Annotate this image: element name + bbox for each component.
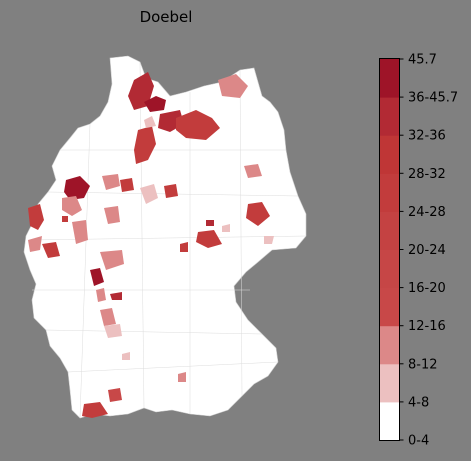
colorbar-tick-label: 28-32 (408, 167, 446, 182)
colorbar-bin (380, 135, 399, 174)
region-stuttgart (122, 352, 130, 360)
colorbar-tick-label: 8-12 (408, 357, 438, 372)
colorbar-bin (380, 173, 399, 212)
colorbar-tick-label: 16-20 (408, 281, 446, 296)
region-fulda (100, 250, 124, 270)
region-cologne (28, 236, 42, 252)
colorbar-bin (380, 249, 399, 289)
colorbar-bin (380, 287, 399, 327)
colorbar-bin (380, 325, 399, 365)
region-kiel (144, 96, 166, 112)
colorbar-bin (380, 363, 399, 403)
colorbar-bin (380, 211, 399, 250)
region-constance (82, 402, 108, 418)
region-kempten (108, 388, 122, 402)
colorbar-tick-label: 20-24 (408, 243, 446, 258)
region-mannheim (100, 308, 116, 326)
map-title: Doebel (139, 8, 193, 26)
region-munich (178, 372, 186, 382)
region-emsland (28, 204, 44, 230)
region-cottbus (244, 164, 262, 178)
region-chemnitz (222, 224, 230, 232)
district-highlights (28, 72, 274, 418)
region-sarland (206, 220, 214, 226)
colorbar-tick-label: 0-4 (408, 434, 429, 449)
region-hildesheim (120, 178, 134, 192)
region-karlsruhe (104, 324, 122, 338)
region-kassel (104, 206, 120, 224)
region-halle (180, 242, 188, 252)
region-bonn (42, 242, 60, 258)
region-bielefeld (102, 174, 120, 190)
colorbar-tick-label: 12-16 (408, 319, 446, 334)
region-gorlitz (264, 236, 274, 244)
region-wiesbaden (96, 288, 106, 302)
region-osnabruck (62, 196, 82, 216)
colorbar-bins (380, 59, 399, 441)
region-trier (62, 216, 68, 222)
region-rostock (176, 110, 220, 140)
region-frankfurt (90, 268, 104, 286)
colorbar-bin (380, 59, 399, 98)
region-leipzig (196, 230, 222, 248)
region-magdeburg (164, 184, 178, 198)
region-luneburg-small (144, 116, 156, 128)
colorbar-bin (380, 97, 399, 136)
region-dresden (246, 202, 270, 226)
region-vorpommern (218, 74, 248, 98)
colorbar-tick-label: 4-8 (408, 395, 429, 410)
region-goslar (140, 184, 158, 204)
colorbar-ticks: 0-4 4-8 8-12 12-16 16-20 20-24 24-28 28-32 32-36… (399, 53, 458, 449)
colorbar-tick-label: 36-45.7 (408, 91, 458, 106)
colorbar-bin (380, 401, 399, 441)
colorbar-tick-label: 24-28 (408, 205, 446, 220)
region-wurzburg (110, 292, 122, 300)
region-ruhr (72, 220, 88, 244)
region-hanover (64, 176, 90, 200)
region-hamburg (134, 126, 156, 164)
colorbar-tick-label: 32-36 (408, 129, 446, 144)
district-borders (29, 61, 307, 419)
colorbar-tick-label: 45.7 (408, 53, 437, 68)
